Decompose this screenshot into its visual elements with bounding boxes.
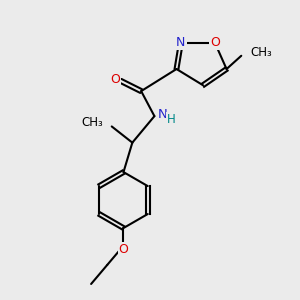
Text: N: N — [176, 36, 186, 49]
Text: N: N — [158, 108, 167, 121]
Text: O: O — [110, 73, 120, 86]
Text: O: O — [210, 36, 220, 49]
Text: O: O — [118, 243, 128, 256]
Text: CH₃: CH₃ — [250, 46, 272, 59]
Text: H: H — [167, 113, 176, 126]
Text: CH₃: CH₃ — [82, 116, 104, 129]
